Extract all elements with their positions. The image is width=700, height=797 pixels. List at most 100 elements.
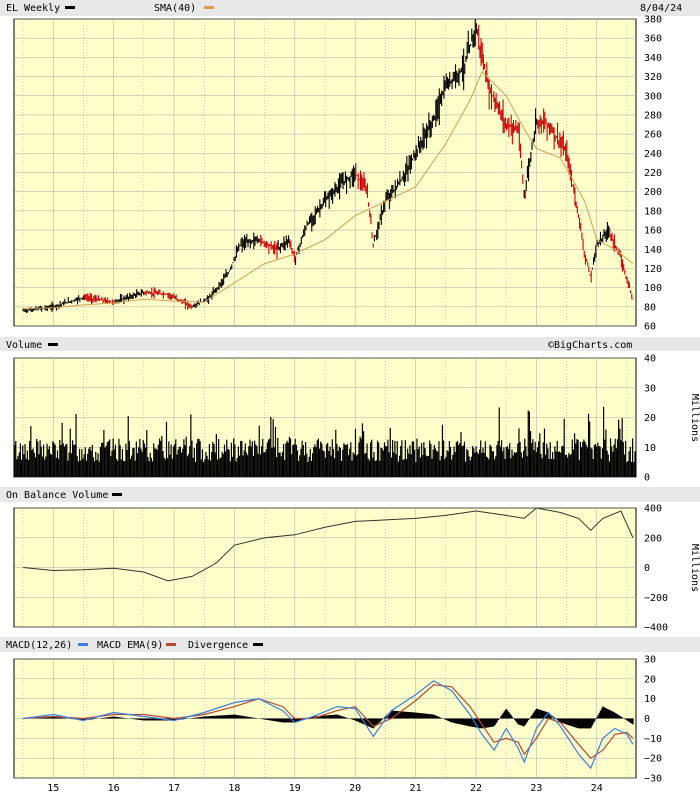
volume-bar <box>182 448 184 477</box>
volume-bar <box>192 457 194 477</box>
volume-bar <box>550 458 553 477</box>
divergence-bar <box>428 714 430 719</box>
volume-bar <box>574 433 576 477</box>
divergence-bar <box>312 716 314 719</box>
volume-bar <box>191 440 193 477</box>
divergence-bar <box>300 718 303 721</box>
volume-bar <box>285 443 287 477</box>
divergence-bar <box>599 710 602 719</box>
divergence-bar <box>379 718 381 722</box>
volume-bar <box>345 445 347 477</box>
volume-bar <box>221 451 223 477</box>
volume-bar <box>545 454 547 477</box>
divergence-bar <box>91 718 94 720</box>
volume-bar <box>401 440 403 477</box>
divergence-bar <box>389 711 392 719</box>
volume-bar <box>61 422 63 477</box>
divergence-bar <box>624 718 626 720</box>
divergence-bar <box>270 718 272 721</box>
volume-bar <box>561 446 563 477</box>
divergence-bar <box>487 718 489 728</box>
volume-bar <box>509 443 511 477</box>
divergence-bar <box>355 718 357 721</box>
volume-bar <box>23 454 25 477</box>
divergence-bar <box>486 718 488 728</box>
macd-ema-label: MACD EMA(9) <box>97 640 163 651</box>
volume-bar <box>117 460 119 477</box>
volume-bar <box>402 459 404 477</box>
volume-bar <box>369 442 372 477</box>
volume-bar <box>598 445 600 477</box>
volume-bar <box>518 428 520 477</box>
divergence-bar <box>105 717 108 719</box>
divergence-bar <box>469 718 472 727</box>
divergence-bar <box>409 712 412 719</box>
divergence-bar <box>381 718 384 720</box>
divergence-bar <box>540 710 543 719</box>
divergence-bar <box>112 716 115 719</box>
volume-bar <box>619 428 621 477</box>
divergence-bar <box>262 718 264 720</box>
divergence-bar <box>367 718 370 727</box>
volume-bar <box>37 441 39 477</box>
volume-bar <box>422 454 424 477</box>
volume-bar <box>305 442 307 477</box>
divergence-bar <box>629 718 632 723</box>
divergence-bar <box>338 715 341 719</box>
volume-bar <box>455 442 457 477</box>
volume-bar <box>82 458 84 477</box>
divergence-bar <box>415 712 417 719</box>
volume-bar <box>551 452 554 477</box>
volume-bar <box>263 452 265 477</box>
divergence-bar <box>322 715 325 719</box>
volume-bar <box>572 449 575 477</box>
divergence-bar <box>83 718 86 721</box>
volume-bar <box>234 444 236 477</box>
volume-bar <box>344 444 346 477</box>
divergence-bar <box>446 718 449 721</box>
divergence-bar <box>501 714 503 719</box>
divergence-bar <box>182 718 184 720</box>
volume-bar <box>307 462 309 477</box>
divergence-bar <box>228 714 231 719</box>
divergence-bar <box>589 718 591 729</box>
volume-bar <box>220 457 222 477</box>
volume-bar <box>439 460 441 477</box>
divergence-bar <box>53 716 56 719</box>
divergence-bar <box>234 714 236 719</box>
divergence-bar <box>504 709 507 719</box>
volume-bar <box>494 459 496 477</box>
volume-bar <box>597 442 599 477</box>
divergence-bar <box>174 718 176 721</box>
volume-bar <box>357 454 359 477</box>
divergence-bar <box>221 715 224 719</box>
volume-bar <box>589 421 591 477</box>
divergence-bar <box>137 718 139 720</box>
divergence-bar <box>568 718 570 726</box>
volume-bar <box>356 455 358 477</box>
volume-bar <box>497 440 499 477</box>
volume-bar <box>463 441 466 477</box>
divergence-bar <box>117 717 119 719</box>
volume-bar <box>250 446 252 477</box>
divergence-bar <box>319 715 321 719</box>
divergence-bar <box>106 717 109 719</box>
volume-bar <box>97 453 99 477</box>
volume-bar <box>523 450 525 477</box>
volume-bar <box>529 430 532 477</box>
price-y-tick-label: 140 <box>644 245 662 256</box>
divergence-bar <box>478 718 480 728</box>
divergence-bar <box>444 718 446 720</box>
volume-bar <box>213 444 215 477</box>
divergence-bar <box>356 718 358 722</box>
volume-bar <box>162 451 164 477</box>
divergence-bar <box>80 718 82 721</box>
volume-bar <box>554 446 556 477</box>
volume-bar <box>400 446 402 477</box>
volume-bar <box>293 444 295 477</box>
volume-bar <box>460 431 462 477</box>
volume-bar <box>539 433 541 477</box>
divergence-bar <box>549 714 552 719</box>
divergence-bar <box>566 718 568 725</box>
divergence-bar <box>149 718 152 721</box>
